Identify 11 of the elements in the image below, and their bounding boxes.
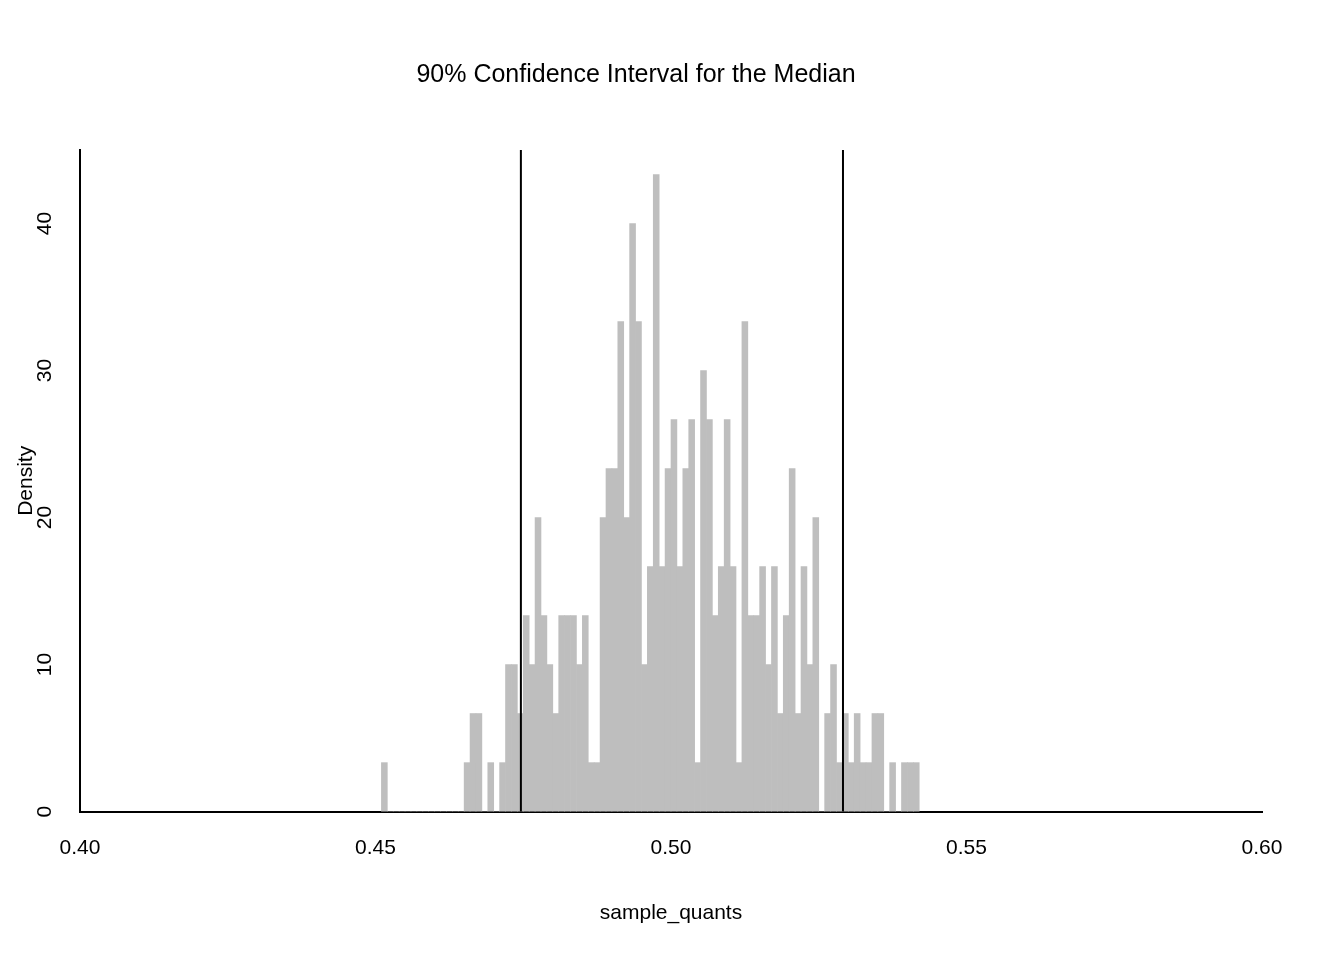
chart-title: 90% Confidence Interval for the Median (416, 58, 856, 87)
y-tick-label: 10 (32, 652, 56, 677)
x-tick-label: 0.40 (59, 835, 101, 858)
x-axis-title: sample_quants (599, 900, 743, 925)
x-tick-label: 0.55 (946, 835, 987, 858)
x-tick-label: 0.60 (1241, 835, 1283, 858)
y-tick-label: 40 (32, 211, 56, 236)
x-tick-label: 0.50 (650, 835, 692, 858)
x-tick-label: 0.45 (355, 835, 396, 858)
y-tick-label: 0 (32, 805, 56, 818)
y-tick-label: 30 (32, 358, 56, 383)
